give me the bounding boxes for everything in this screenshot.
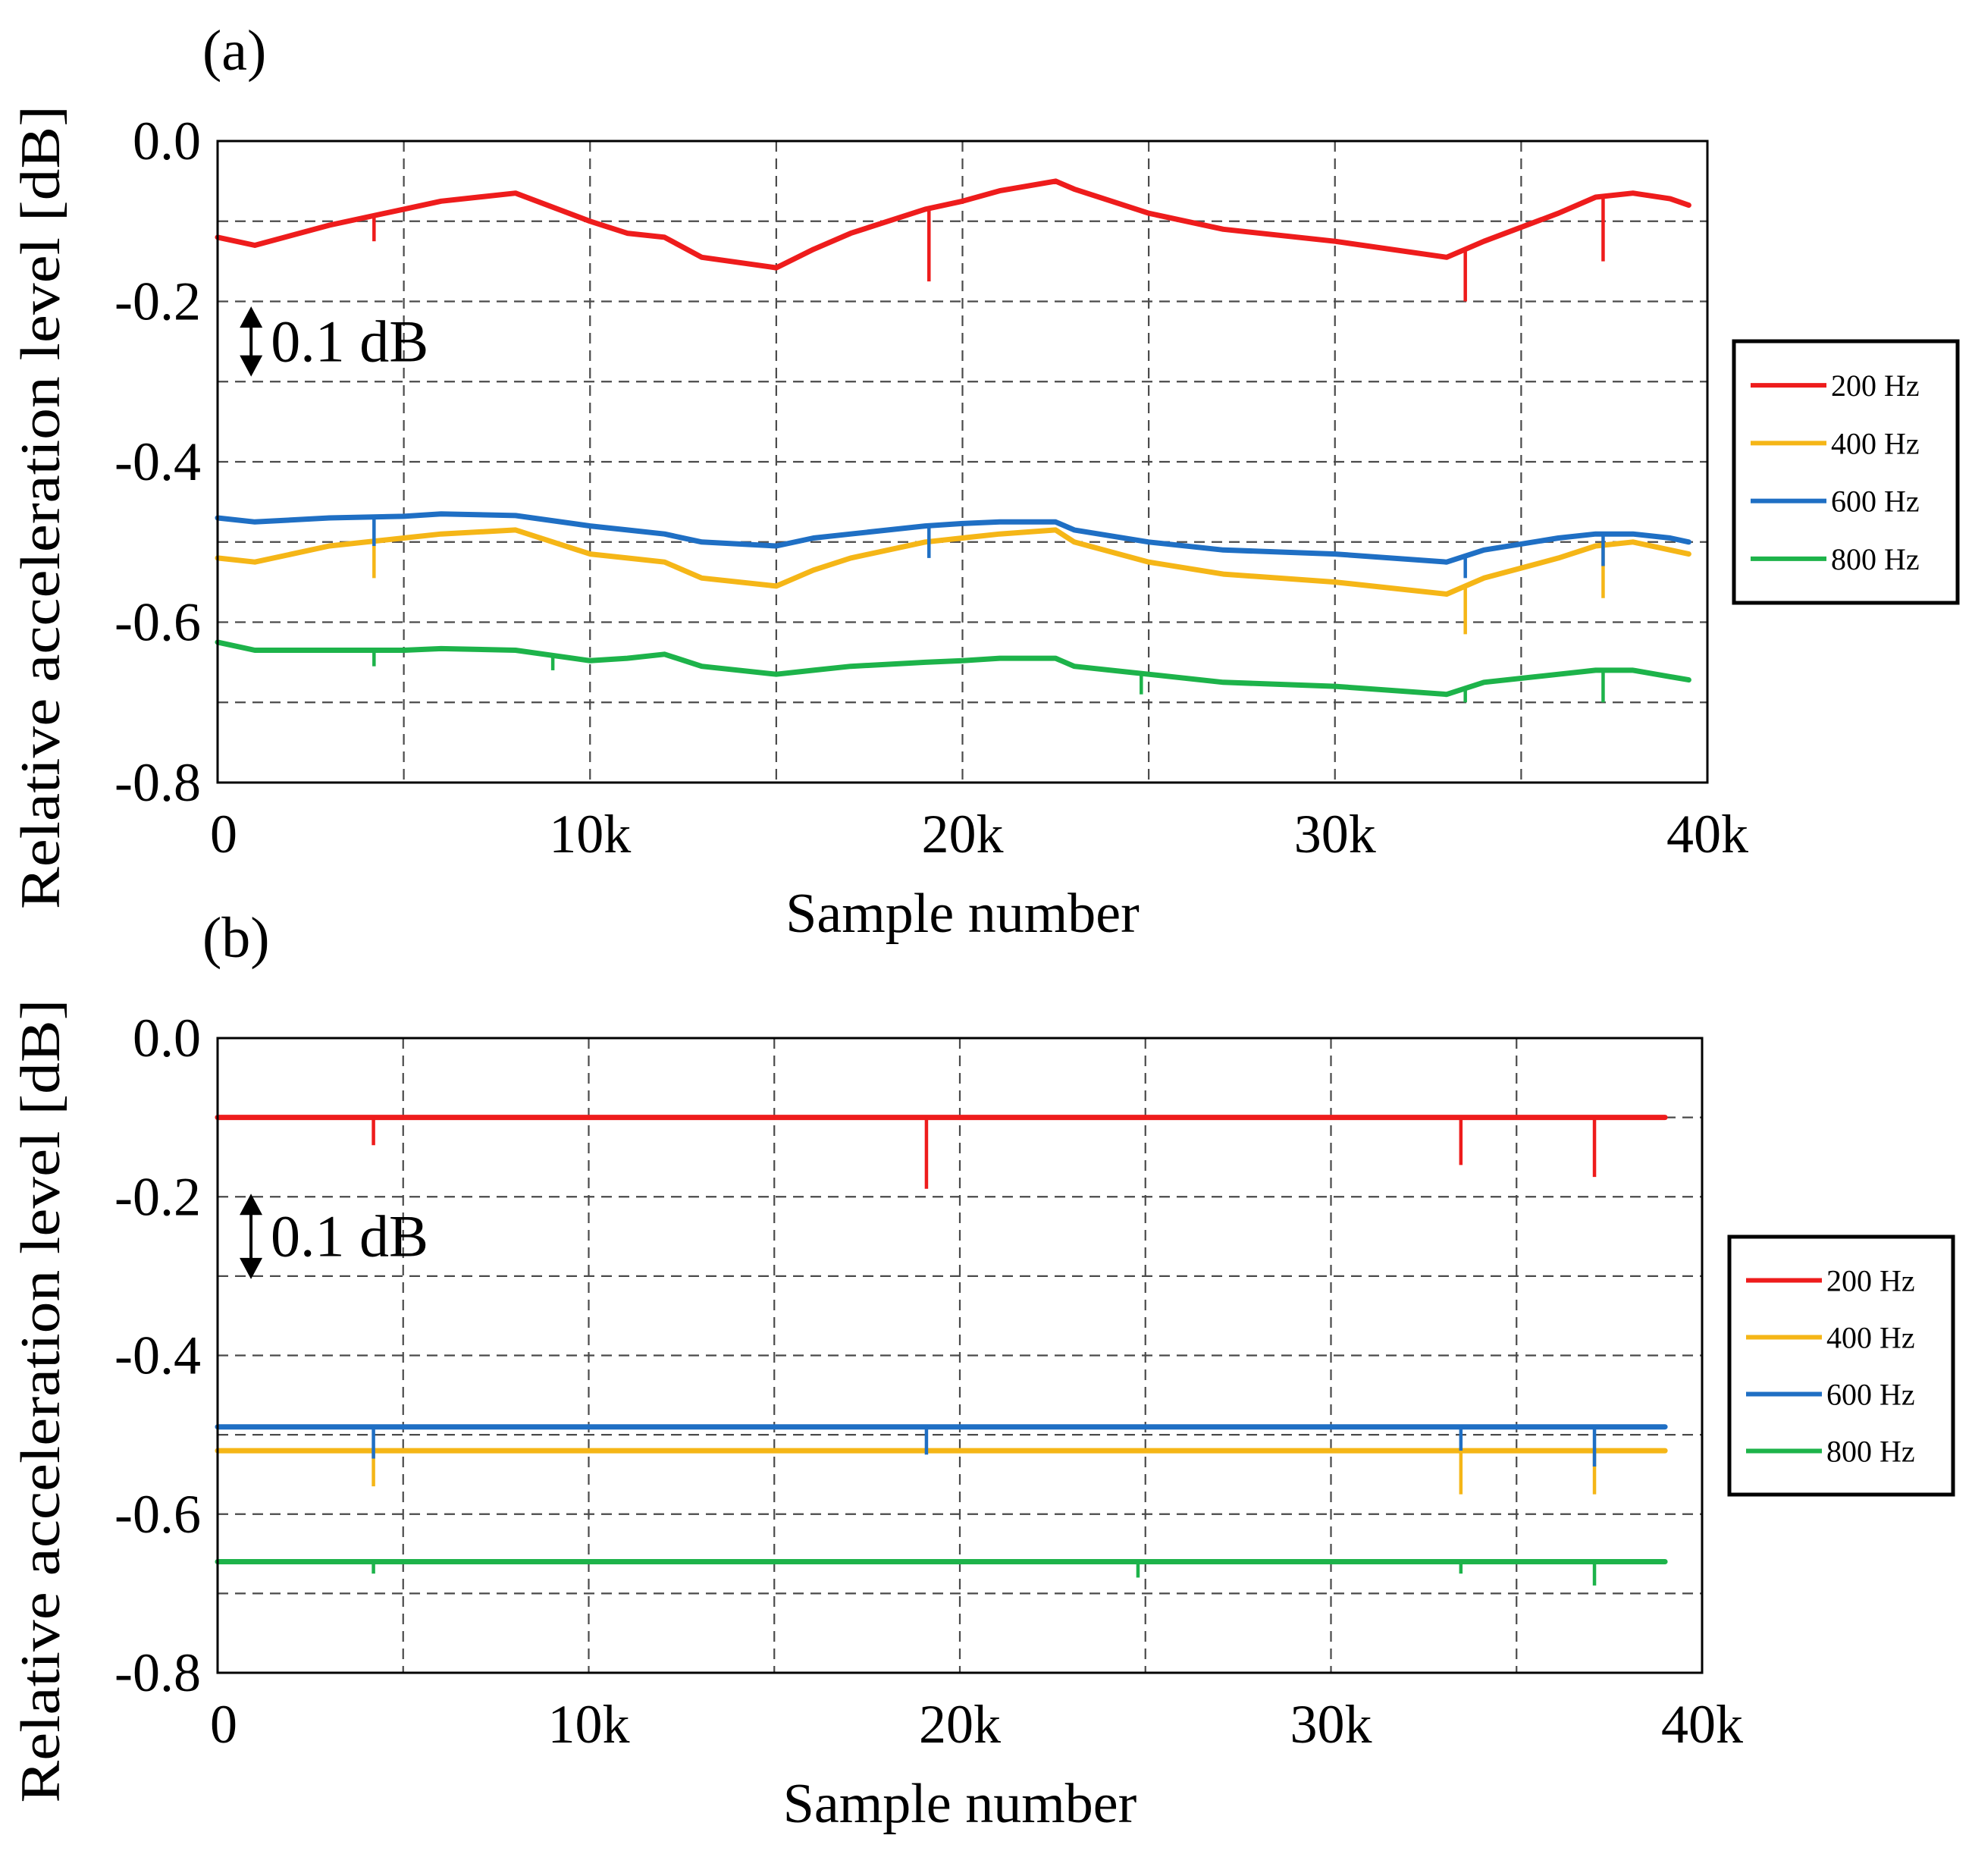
scale-annotation: 0.1 dB [240, 306, 428, 377]
legend-label: 600 Hz [1831, 485, 1920, 519]
series-200-hz [215, 178, 1691, 302]
x-tick-label: 0 [210, 1694, 237, 1755]
scale-arrow-head-down [240, 355, 263, 377]
series-line [215, 178, 1691, 271]
legend-item: 600 Hz [1751, 485, 1920, 519]
series-line [215, 511, 1691, 565]
legend: 200 Hz 400 Hz 600 Hz 800 Hz [1727, 1234, 1955, 1497]
panel-label: (a) [202, 19, 266, 83]
y-tick-label: -0.4 [114, 1325, 201, 1386]
y-tick-label: -0.2 [114, 1166, 201, 1227]
scale-arrow-head-up [240, 306, 263, 328]
scale-arrow-head-down [240, 1257, 263, 1279]
legend-label: 400 Hz [1831, 426, 1920, 460]
x-tick-label: 40k [1666, 804, 1748, 864]
legend: 200 Hz 400 Hz 600 Hz 800 Hz [1732, 339, 1960, 605]
y-tick-label: -0.6 [114, 592, 201, 653]
x-tick-label: 30k [1290, 1694, 1372, 1755]
y-axis-label: Relative acceleration level [dB] [10, 999, 72, 1803]
x-tick-label: 20k [919, 1694, 1001, 1755]
y-tick-label: 0.0 [133, 111, 201, 171]
x-tick-label: 40k [1661, 1694, 1743, 1755]
legend-label: 800 Hz [1826, 1435, 1915, 1469]
legend-item: 800 Hz [1746, 1435, 1915, 1469]
grid [218, 141, 1707, 783]
x-tick-label: 10k [549, 804, 631, 864]
x-tick-label: 0 [210, 804, 237, 864]
y-tick-label: -0.8 [114, 752, 201, 813]
series-600-hz [215, 1424, 1668, 1467]
legend-item: 800 Hz [1751, 542, 1920, 576]
legend-item: 200 Hz [1746, 1264, 1915, 1298]
x-axis-label: Sample number [785, 883, 1140, 945]
scale-annotation-text: 0.1 dB [271, 1203, 428, 1269]
legend-item: 600 Hz [1746, 1378, 1915, 1412]
legend-item: 200 Hz [1751, 369, 1920, 403]
chart-panel-a: (a)0.0 -0.2 -0.4 -0.6 -0.80 10k 20k 30k 40k Sampl… [10, 19, 1960, 945]
y-axis-label: Relative acceleration level [dB] [10, 105, 72, 909]
chart-panel-b: (b)0.0 -0.2 -0.4 -0.6 -0.80 10k 20k 30k 40k Sampl… [10, 906, 1955, 1835]
scale-arrow-head-up [240, 1194, 263, 1216]
y-tick-label: -0.2 [114, 271, 201, 332]
legend-item: 400 Hz [1746, 1321, 1915, 1355]
series-800-hz [215, 639, 1691, 703]
series-line [215, 527, 1691, 597]
y-tick-label: -0.6 [114, 1484, 201, 1545]
series-line [215, 639, 1691, 698]
series-200-hz [215, 1115, 1668, 1189]
series-800-hz [215, 1559, 1668, 1586]
scale-annotation-text: 0.1 dB [271, 308, 428, 374]
legend-label: 400 Hz [1826, 1321, 1915, 1355]
x-tick-label: 20k [922, 804, 1004, 864]
y-tick-label: -0.4 [114, 431, 201, 492]
legend-label: 200 Hz [1826, 1264, 1915, 1298]
legend-label: 200 Hz [1831, 369, 1920, 403]
y-tick-label: -0.8 [114, 1642, 201, 1703]
plot-frame [216, 140, 1709, 784]
x-axis-label: Sample number [783, 1773, 1137, 1835]
legend-item: 400 Hz [1751, 426, 1920, 460]
x-tick-label: 30k [1294, 804, 1376, 864]
scale-annotation: 0.1 dB [240, 1194, 428, 1279]
y-tick-label: 0.0 [133, 1008, 201, 1068]
plot-frame [216, 1037, 1704, 1674]
panel-label: (b) [202, 906, 270, 970]
legend-label: 800 Hz [1831, 542, 1920, 576]
legend-label: 600 Hz [1826, 1378, 1915, 1412]
series-600-hz [215, 511, 1691, 579]
x-tick-label: 10k [548, 1694, 630, 1755]
